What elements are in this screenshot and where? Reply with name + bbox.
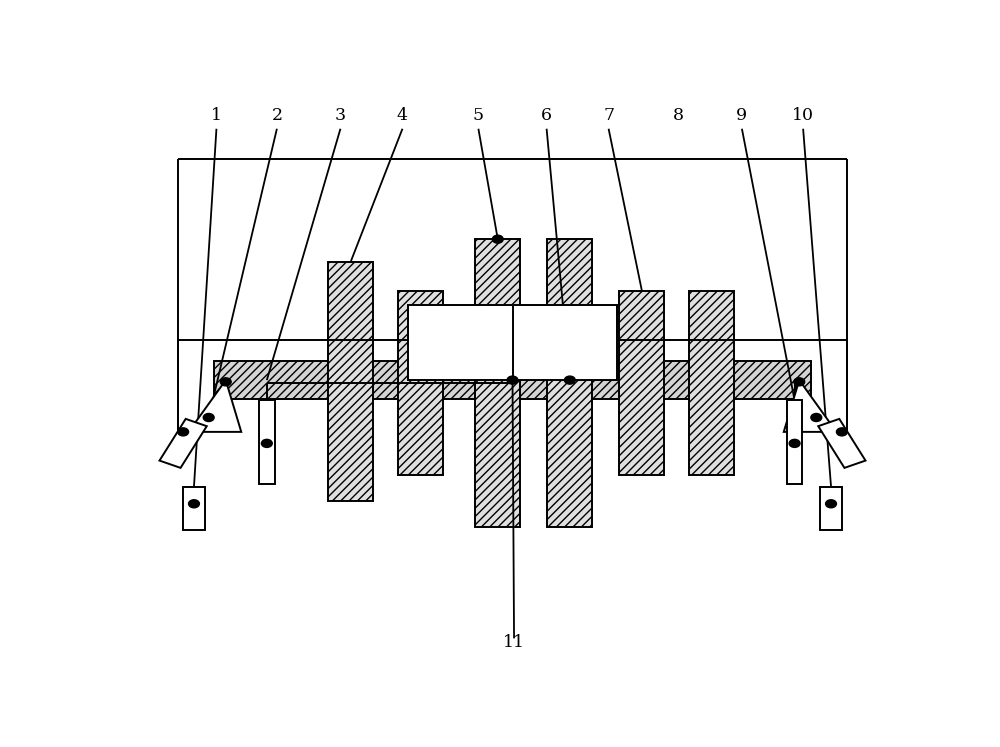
Circle shape bbox=[794, 378, 805, 386]
Bar bbox=[259, 400, 275, 483]
Circle shape bbox=[826, 500, 836, 508]
Bar bbox=[183, 486, 205, 530]
Bar bbox=[619, 291, 664, 475]
Polygon shape bbox=[189, 380, 241, 432]
Polygon shape bbox=[784, 380, 836, 432]
Circle shape bbox=[261, 439, 272, 447]
Text: 4: 4 bbox=[397, 107, 408, 124]
Text: 5: 5 bbox=[473, 107, 484, 124]
Text: 7: 7 bbox=[603, 107, 614, 124]
Circle shape bbox=[836, 428, 847, 436]
Bar bbox=[689, 291, 734, 475]
Text: 1: 1 bbox=[211, 107, 222, 124]
Circle shape bbox=[203, 414, 214, 421]
Bar bbox=[328, 262, 373, 501]
Bar bbox=[547, 239, 592, 527]
Bar bbox=[214, 361, 811, 399]
Circle shape bbox=[178, 428, 189, 436]
Text: 10: 10 bbox=[792, 107, 814, 124]
Bar bbox=[398, 291, 443, 475]
Text: 2: 2 bbox=[271, 107, 282, 124]
Bar bbox=[820, 486, 842, 530]
Bar bbox=[475, 239, 520, 527]
Circle shape bbox=[220, 378, 231, 386]
Circle shape bbox=[492, 235, 503, 244]
Text: 8: 8 bbox=[673, 107, 684, 124]
Circle shape bbox=[789, 439, 800, 447]
Text: 9: 9 bbox=[736, 107, 747, 124]
Circle shape bbox=[564, 376, 575, 384]
Text: 6: 6 bbox=[541, 107, 552, 124]
Bar bbox=[408, 306, 617, 380]
Text: 3: 3 bbox=[335, 107, 346, 124]
Circle shape bbox=[189, 500, 199, 508]
Circle shape bbox=[507, 376, 518, 384]
Circle shape bbox=[811, 414, 822, 421]
Polygon shape bbox=[818, 419, 866, 468]
Text: 11: 11 bbox=[503, 634, 525, 651]
Polygon shape bbox=[159, 419, 207, 468]
Bar bbox=[787, 400, 802, 483]
